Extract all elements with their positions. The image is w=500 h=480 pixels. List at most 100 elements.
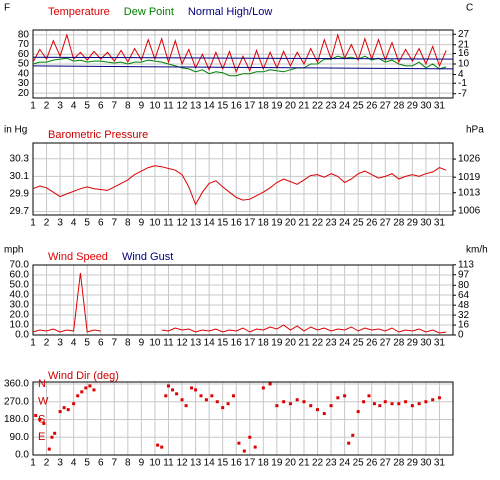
x-tick-label: 13 bbox=[190, 101, 202, 112]
y-tick-label: 50.0 bbox=[10, 280, 30, 291]
scatter-point bbox=[390, 402, 394, 406]
y-tick-label: 270.0 bbox=[4, 396, 29, 407]
scatter-point bbox=[397, 402, 401, 406]
scatter-point bbox=[171, 388, 175, 392]
y2-tick-label: 32 bbox=[458, 310, 470, 321]
x-tick-label: 21 bbox=[298, 101, 310, 112]
y-tick-label: 30.1 bbox=[10, 171, 30, 182]
scatter-point bbox=[58, 410, 62, 414]
x-tick-label: 13 bbox=[190, 218, 202, 229]
x-tick-label: 21 bbox=[298, 458, 310, 469]
y2-tick-label: 16 bbox=[458, 320, 470, 331]
x-tick-label: 18 bbox=[258, 458, 270, 469]
scatter-point bbox=[261, 386, 265, 390]
y-tick-label: 30.3 bbox=[10, 153, 30, 164]
x-tick-label: 8 bbox=[125, 101, 131, 112]
x-tick-label: 10 bbox=[149, 458, 161, 469]
x-tick-label: 27 bbox=[380, 458, 392, 469]
x-tick-label: 19 bbox=[271, 101, 283, 112]
x-tick-label: 26 bbox=[366, 218, 378, 229]
scatter-point bbox=[156, 443, 160, 447]
x-tick-label: 23 bbox=[326, 218, 338, 229]
compass-label: S bbox=[38, 413, 45, 425]
series-line bbox=[32, 165, 447, 206]
y-tick-label: 60 bbox=[18, 49, 30, 60]
y2-tick-label: 80 bbox=[458, 280, 470, 291]
x-tick-label: 20 bbox=[285, 458, 297, 469]
y-axis-unit: F bbox=[4, 3, 10, 14]
x-tick-label: 9 bbox=[139, 338, 145, 349]
y-tick-label: 20.0 bbox=[10, 310, 30, 321]
x-tick-label: 3 bbox=[57, 458, 63, 469]
x-tick-label: 14 bbox=[204, 338, 216, 349]
scatter-point bbox=[84, 386, 88, 390]
x-tick-label: 25 bbox=[353, 218, 365, 229]
x-tick-label: 23 bbox=[326, 338, 338, 349]
x-tick-label: 3 bbox=[57, 101, 63, 112]
y-tick-label: 70 bbox=[18, 39, 30, 50]
x-tick-label: 1 bbox=[30, 218, 36, 229]
scatter-point bbox=[322, 412, 326, 416]
x-tick-label: 1 bbox=[30, 338, 36, 349]
x-tick-label: 16 bbox=[231, 218, 243, 229]
legend-entry: Wind Gust bbox=[122, 251, 173, 263]
scatter-point bbox=[417, 402, 421, 406]
y2-tick-label: 10 bbox=[458, 59, 470, 70]
x-tick-label: 30 bbox=[420, 338, 432, 349]
x-tick-label: 12 bbox=[176, 458, 188, 469]
compass-label: W bbox=[38, 396, 49, 408]
plot-frame bbox=[32, 142, 454, 216]
scatter-point bbox=[210, 394, 214, 398]
x-tick-label: 20 bbox=[285, 338, 297, 349]
x-tick-label: 17 bbox=[244, 101, 256, 112]
y2-tick-label: 27 bbox=[458, 29, 470, 40]
plot-frame bbox=[32, 29, 454, 99]
x-tick-label: 24 bbox=[339, 338, 351, 349]
y-tick-label: 70.0 bbox=[10, 260, 30, 271]
x-tick-label: 28 bbox=[393, 458, 405, 469]
x-tick-label: 30 bbox=[420, 218, 432, 229]
x-tick-label: 29 bbox=[407, 218, 419, 229]
x-tick-label: 13 bbox=[190, 338, 202, 349]
y-tick-label: 40 bbox=[18, 68, 30, 79]
y2-tick-label: 16 bbox=[458, 48, 470, 59]
x-tick-label: 22 bbox=[312, 218, 324, 229]
x-tick-label: 31 bbox=[434, 101, 446, 112]
x-tick-label: 26 bbox=[366, 101, 378, 112]
scatter-point bbox=[295, 398, 299, 402]
x-tick-label: 22 bbox=[312, 458, 324, 469]
x-tick-label: 8 bbox=[125, 338, 131, 349]
x-tick-label: 6 bbox=[98, 338, 104, 349]
y2-tick-label: 48 bbox=[458, 300, 470, 311]
scatter-point bbox=[437, 396, 441, 400]
y-tick-label: 30 bbox=[18, 78, 30, 89]
x-tick-label: 12 bbox=[176, 218, 188, 229]
scatter-point bbox=[336, 396, 340, 400]
scatter-point bbox=[242, 449, 246, 453]
x-tick-label: 2 bbox=[44, 458, 50, 469]
x-tick-label: 6 bbox=[98, 101, 104, 112]
x-tick-label: 22 bbox=[312, 101, 324, 112]
y2-tick-label: 1019 bbox=[458, 172, 481, 183]
x-tick-label: 10 bbox=[149, 218, 161, 229]
scatter-point bbox=[38, 417, 42, 421]
x-tick-label: 4 bbox=[71, 218, 77, 229]
x-tick-label: 24 bbox=[339, 218, 351, 229]
x-tick-label: 28 bbox=[393, 101, 405, 112]
scatter-point bbox=[92, 388, 96, 392]
scatter-point bbox=[383, 400, 387, 404]
scatter-point bbox=[88, 384, 92, 388]
x-tick-label: 23 bbox=[326, 458, 338, 469]
x-tick-label: 15 bbox=[217, 218, 229, 229]
x-tick-label: 31 bbox=[434, 218, 446, 229]
scatter-point bbox=[50, 435, 54, 439]
x-tick-label: 30 bbox=[420, 458, 432, 469]
scatter-point bbox=[215, 400, 219, 404]
scatter-point bbox=[180, 398, 184, 402]
y-tick-label: 20 bbox=[18, 88, 30, 99]
series-line bbox=[32, 65, 454, 70]
x-tick-label: 16 bbox=[231, 338, 243, 349]
x-tick-label: 29 bbox=[407, 338, 419, 349]
x-tick-label: 17 bbox=[244, 338, 256, 349]
scatter-point bbox=[351, 433, 355, 437]
